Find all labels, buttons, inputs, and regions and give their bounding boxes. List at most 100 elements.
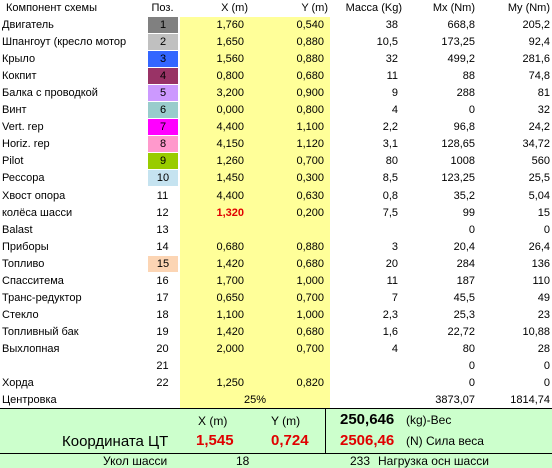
force: 2506,46 xyxy=(340,432,395,449)
y-value: 0,540 xyxy=(296,19,324,31)
mx: 0 xyxy=(468,377,475,390)
y-value: 0,680 xyxy=(296,325,324,338)
position: 9 xyxy=(148,153,178,170)
x-value: 1,650 xyxy=(216,36,244,49)
cg-x: 1,545 xyxy=(196,432,234,449)
y-header: Y (m) xyxy=(271,414,301,428)
x-value: 0,680 xyxy=(216,240,244,253)
position: 3 xyxy=(148,51,178,68)
x-value: 1,260 xyxy=(216,155,244,168)
component: Крыло xyxy=(2,53,36,66)
component: Шпангоут (кресло мотор xyxy=(2,36,127,49)
component: Приборы xyxy=(2,240,49,253)
component: Выхлопная xyxy=(2,342,60,355)
x-value: 1,420 xyxy=(216,325,244,338)
position: 13 xyxy=(156,223,169,236)
total-my: 1814,74 xyxy=(510,394,550,407)
mx: 0 xyxy=(468,104,475,117)
y-value: 0,880 xyxy=(296,240,324,253)
x-value: 3,200 xyxy=(216,87,244,100)
position: 14 xyxy=(156,240,169,253)
divider xyxy=(325,409,326,453)
mass: 3,1 xyxy=(382,138,398,151)
x-value: 2,000 xyxy=(216,342,244,355)
mass: 20 xyxy=(385,257,398,270)
x-value: 1,760 xyxy=(216,19,244,31)
my: 92,4 xyxy=(528,36,550,49)
mass: 3 xyxy=(391,240,398,253)
mass: 2,2 xyxy=(382,121,398,134)
mass: 0,8 xyxy=(382,189,398,202)
cg-label: Координата ЦТ xyxy=(62,433,169,450)
position: 1 xyxy=(148,17,178,33)
mass: 38 xyxy=(385,19,398,31)
my: 32 xyxy=(537,104,550,117)
position: 10 xyxy=(148,170,178,187)
total-label: Центровка xyxy=(2,394,57,407)
gear-label: Укол шасси xyxy=(103,454,168,468)
my: 136 xyxy=(531,257,550,270)
x-header: X (m) xyxy=(198,414,228,428)
mass: 80 xyxy=(385,155,398,168)
x-value: 1,700 xyxy=(216,274,244,287)
component: Стекло xyxy=(2,308,39,321)
component: Кокпит xyxy=(2,70,37,83)
mass: 2,3 xyxy=(382,308,398,321)
mass: 7 xyxy=(391,291,398,304)
my: 25,5 xyxy=(528,172,550,185)
mx: 35,2 xyxy=(453,189,475,202)
mx: 187 xyxy=(456,274,475,287)
column-header: Компонент схемы xyxy=(6,2,97,14)
cg-y: 0,724 xyxy=(271,432,309,449)
component: Хорда xyxy=(2,377,34,390)
y-value: 1,100 xyxy=(296,121,324,134)
y-value: 0,700 xyxy=(296,342,324,355)
my: 5,04 xyxy=(528,189,550,202)
position: 12 xyxy=(156,206,169,219)
y-value: 0,880 xyxy=(296,36,324,49)
my: 110 xyxy=(532,274,550,287)
my: 49 xyxy=(537,291,550,304)
total-x: 25% xyxy=(243,394,267,407)
position: 15 xyxy=(148,255,178,272)
mass: 8,5 xyxy=(382,172,398,185)
component: Балка с проводкой xyxy=(2,87,98,100)
mx: 0 xyxy=(468,223,475,236)
component: Horiz. rep xyxy=(2,138,50,151)
position: 19 xyxy=(156,325,169,338)
y-value: 0,680 xyxy=(296,70,324,83)
my: 10,88 xyxy=(522,325,550,338)
y-value: 1,000 xyxy=(296,274,324,287)
force-unit: (N) Сила веса xyxy=(406,434,484,448)
mass: 4 xyxy=(391,104,398,117)
mx: 288 xyxy=(456,87,475,100)
mass: 7,5 xyxy=(382,206,398,219)
mx: 1008 xyxy=(450,155,475,168)
component: Vert. rep xyxy=(2,121,44,134)
component: Двигатель xyxy=(2,19,54,31)
x-value: 1,560 xyxy=(216,53,244,66)
column-header: Y (m) xyxy=(301,2,328,14)
component: Топливный бак xyxy=(2,325,79,338)
my: 26,4 xyxy=(528,240,550,253)
position: 18 xyxy=(156,308,169,321)
position: 20 xyxy=(156,342,169,355)
mx: 80 xyxy=(462,342,475,355)
mx: 668,8 xyxy=(447,19,475,31)
column-header: Поз. xyxy=(151,2,174,14)
mass: 10,5 xyxy=(376,36,398,49)
column-header: X (m) xyxy=(221,2,248,14)
mass: 1,6 xyxy=(382,325,398,338)
y-value: 0,700 xyxy=(296,291,324,304)
component: Pilot xyxy=(2,155,24,168)
column-header: My (Nm) xyxy=(507,2,550,14)
mx: 22,72 xyxy=(447,325,475,338)
x-value: 1,420 xyxy=(216,257,244,270)
component: Транс-редуктор xyxy=(2,291,82,304)
position: 8 xyxy=(148,136,178,153)
position: 22 xyxy=(156,377,169,390)
y-value: 0,700 xyxy=(296,155,324,168)
mx: 88 xyxy=(462,70,475,83)
my: 15 xyxy=(537,206,550,219)
y-value: 0,820 xyxy=(296,377,324,390)
